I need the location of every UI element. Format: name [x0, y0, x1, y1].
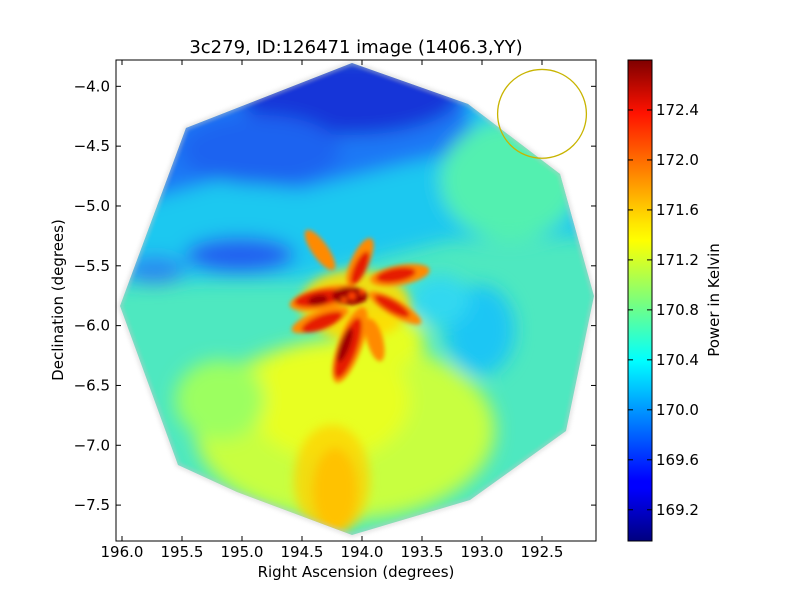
x-tick-label: 194.0	[341, 543, 384, 561]
colorbar-tick-label: 172.0	[656, 151, 699, 169]
y-axis-label: Declination (degrees)	[49, 219, 67, 381]
x-tick-label: 196.0	[101, 543, 144, 561]
field-edge	[118, 61, 596, 537]
x-tick-label: 192.5	[521, 543, 564, 561]
region-bottom-yellow	[294, 425, 370, 535]
y-tick-label: −7.5	[74, 496, 110, 514]
region-lower-yellow2	[250, 340, 410, 460]
x-tick-label: 195.5	[161, 543, 204, 561]
plot-frame	[115, 59, 597, 542]
y-tick-label: −5.5	[74, 257, 110, 275]
beam-circle	[496, 68, 588, 159]
region-left-lower	[175, 360, 265, 440]
y-tick-label: −6.5	[74, 376, 110, 394]
x-tick-label: 193.5	[401, 543, 444, 561]
colorbar-tick-label: 172.4	[656, 101, 699, 119]
colorbar-ticks: 169.2 169.6 170.0 170.4 170.8 171.2 171.6 172.0…	[628, 101, 699, 519]
colorbar-tick-label: 170.8	[656, 301, 699, 319]
colorbar-label: Power in Kelvin	[705, 243, 723, 357]
y-tick-label: −5.0	[74, 197, 110, 215]
y-tick-label: −7.0	[74, 436, 110, 454]
chart-title: 3c279, ID:126471 image (1406.3,YY)	[189, 37, 522, 58]
colorbar-tick-label: 169.6	[656, 451, 699, 469]
region-right-cyan2	[410, 275, 470, 325]
colorbar-tick-label: 170.4	[656, 351, 699, 369]
x-axis-label: Right Ascension (degrees)	[258, 563, 455, 581]
colorbar-tick-label: 169.2	[656, 501, 699, 519]
heatmap-field	[120, 63, 594, 535]
x-tick-label: 193.0	[461, 543, 504, 561]
y-tick-label: −4.5	[74, 137, 110, 155]
region-top-mid	[180, 115, 340, 185]
region-left-blue2	[125, 256, 185, 284]
y-tick-label: −4.0	[74, 77, 110, 95]
colorbar	[627, 59, 653, 542]
central-source	[289, 229, 430, 383]
colorbar-tick-label: 171.2	[656, 251, 699, 269]
y-tick-label: −6.0	[74, 317, 110, 335]
y-axis: −4.0 −4.5 −5.0 −5.5 −6.0 −6.5 −7.0 −7.5	[74, 77, 596, 514]
colorbar-tick-label: 171.6	[656, 201, 699, 219]
region-left-blue	[185, 237, 295, 273]
x-tick-label: 195.0	[221, 543, 264, 561]
colorbar-tick-label: 170.0	[656, 401, 699, 419]
x-tick-label: 194.5	[281, 543, 324, 561]
x-axis: 196.0 195.5 195.0 194.5 194.0 193.5 193.0 192.5	[101, 60, 564, 561]
